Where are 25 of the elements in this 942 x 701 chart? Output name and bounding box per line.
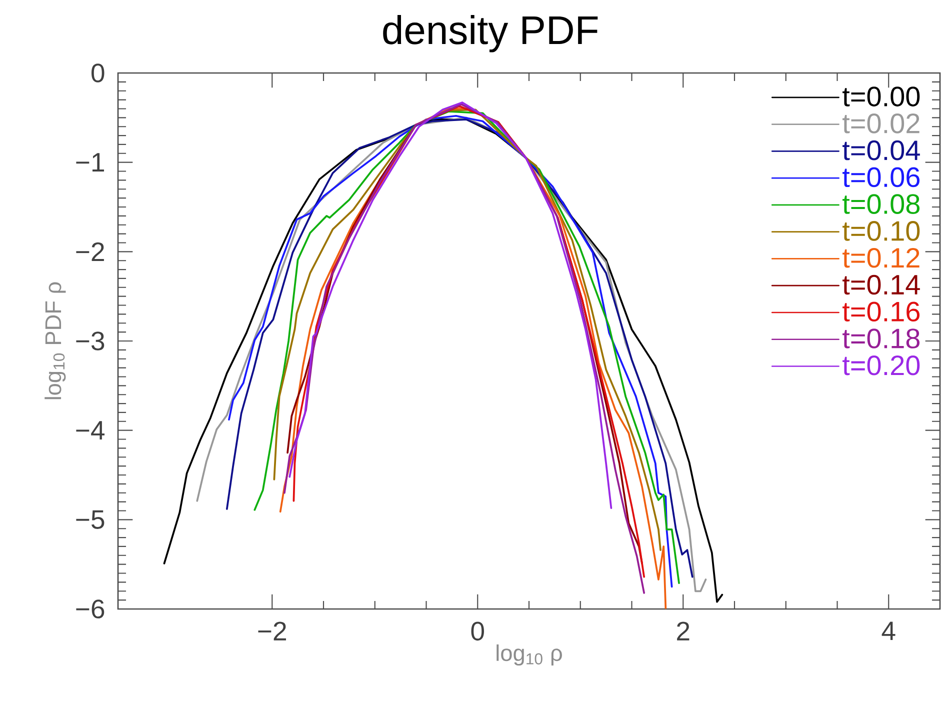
y-tick-label: −5 <box>76 510 104 529</box>
legend-label: t=0.00 <box>842 86 920 106</box>
legend-label: t=0.12 <box>842 248 920 268</box>
legend-label: t=0.06 <box>842 167 920 188</box>
y-tick-label: −1 <box>76 153 104 172</box>
legend-label: t=0.10 <box>842 221 920 241</box>
x-tick-label: 2 <box>677 622 690 640</box>
legend-label: t=0.20 <box>842 355 920 376</box>
y-axis-title: log$_{10}$ PDF ρ <box>44 282 66 400</box>
legend-label: t=0.14 <box>842 274 920 295</box>
legend-label: t=0.18 <box>842 328 920 348</box>
legend-label: t=0.04 <box>842 140 920 160</box>
legend-label: t=0.16 <box>842 302 920 322</box>
x-tick-label: −2 <box>258 622 286 640</box>
legend-label: t=0.08 <box>842 194 920 214</box>
y-tick-label: 0 <box>92 64 104 82</box>
y-tick-label: −6 <box>76 600 104 618</box>
y-tick-label: −3 <box>76 332 104 350</box>
legend-label: t=0.02 <box>842 114 920 134</box>
x-tick-label: 4 <box>882 622 896 640</box>
y-tick-label: −4 <box>76 421 105 440</box>
x-tick-label: 0 <box>471 622 484 641</box>
x-axis-title: log$_{10}$ ρ <box>496 644 562 666</box>
y-tick-label: −2 <box>76 242 104 261</box>
chart-title: density PDF <box>383 15 598 52</box>
